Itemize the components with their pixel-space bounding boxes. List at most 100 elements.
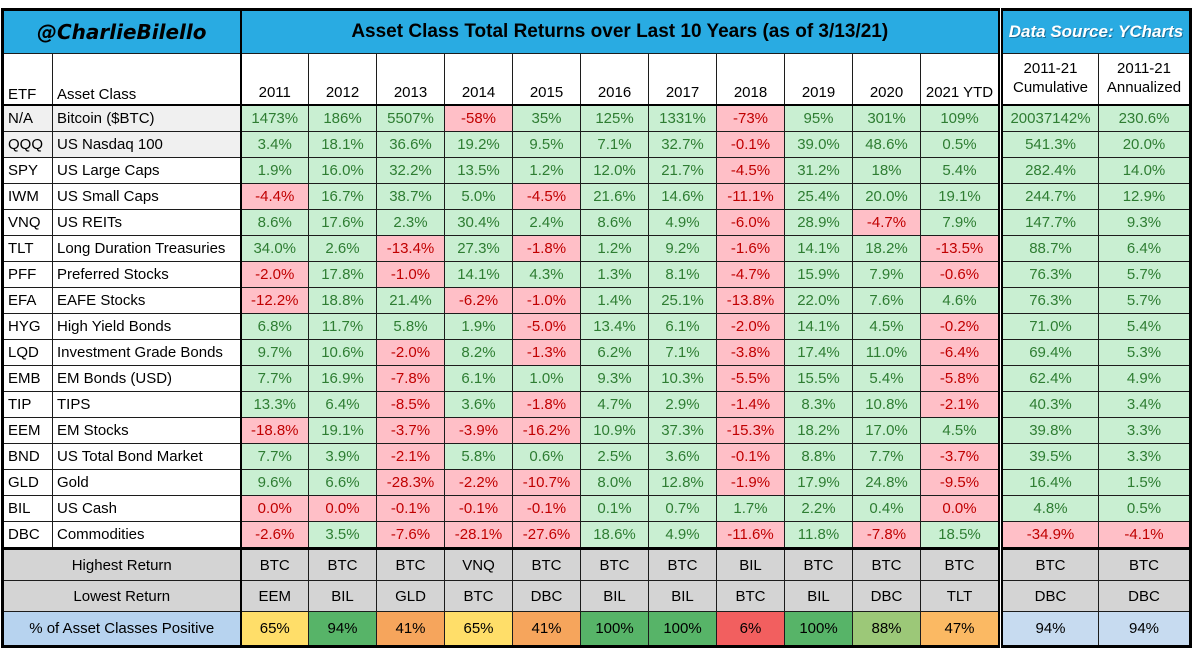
return-cell: -7.8% (376, 365, 445, 392)
annualized-return-cell: 1.5% (1098, 469, 1191, 496)
annualized-return-cell: 5.3% (1098, 339, 1191, 366)
table-row: IWM US Small Caps -4.4% 16.7% 38.7% 5.0% -4.5%… (2, 183, 1191, 210)
annualized-return-cell: 20.0% (1098, 131, 1191, 158)
asset-class-name: EAFE Stocks (52, 287, 241, 314)
return-cell: 14.1% (444, 261, 513, 288)
ticker-cell: BTC (308, 547, 377, 581)
ticker-cell: BIL (784, 580, 853, 612)
year-column-header: 2016 (580, 53, 649, 106)
return-cell: -18.8% (239, 417, 309, 444)
asset-class-name: US Large Caps (52, 157, 241, 184)
asset-returns-table: @CharlieBilello Asset Class Total Return… (1, 8, 1192, 648)
year-column-header: 2014 (444, 53, 513, 106)
author-handle: @CharlieBilello (2, 9, 241, 54)
return-cell: 1.3% (580, 261, 649, 288)
return-cell: 4.3% (512, 261, 581, 288)
ticker-cell: BTC (852, 547, 921, 581)
return-cell: -1.0% (512, 287, 581, 314)
ticker-cell: BTC (444, 580, 513, 612)
return-cell: 27.3% (444, 235, 513, 262)
annualized-return-cell: 4.9% (1098, 365, 1191, 392)
annualized-return-cell: 3.3% (1098, 443, 1191, 470)
annualized-return-cell: -4.1% (1098, 521, 1191, 549)
return-cell: -2.1% (920, 391, 1001, 418)
pct-positive-cell: 6% (716, 611, 785, 647)
year-column-header: 2021 YTD (920, 53, 1001, 106)
etf-ticker: BIL (2, 495, 53, 522)
return-cell: 48.6% (852, 131, 921, 158)
return-cell: 12.8% (648, 469, 717, 496)
return-cell: 36.6% (376, 131, 445, 158)
return-cell: 5.0% (444, 183, 513, 210)
return-cell: -3.7% (920, 443, 1001, 470)
return-cell: 95% (784, 104, 853, 132)
return-cell: -6.0% (716, 209, 785, 236)
ticker-cell: BTC (580, 547, 649, 581)
return-cell: 8.3% (784, 391, 853, 418)
asset-class-name: Bitcoin ($BTC) (52, 104, 241, 132)
year-column-header: 2019 (784, 53, 853, 106)
table-row: EEM EM Stocks -18.8% 19.1% -3.7% -3.9% -16.2% 1… (2, 417, 1191, 444)
ticker-cell: BTC (716, 580, 785, 612)
cumulative-return-cell: 541.3% (998, 131, 1099, 158)
return-cell: 11.7% (308, 313, 377, 340)
table-row: EMB EM Bonds (USD) 7.7% 16.9% -7.8% 6.1% 1.0% 9… (2, 365, 1191, 392)
return-cell: 14.6% (648, 183, 717, 210)
return-cell: 14.1% (784, 235, 853, 262)
return-cell: -1.6% (716, 235, 785, 262)
return-cell: -11.6% (716, 521, 785, 549)
cumulative-column-header: 2011-21 Cumulative (998, 53, 1099, 106)
return-cell: 8.2% (444, 339, 513, 366)
cumulative-return-cell: 71.0% (998, 313, 1099, 340)
return-cell: 39.0% (784, 131, 853, 158)
asset-class-name: Preferred Stocks (52, 261, 241, 288)
return-cell: -2.1% (376, 443, 445, 470)
return-cell: 0.5% (920, 131, 1001, 158)
return-cell: 9.5% (512, 131, 581, 158)
return-cell: -8.5% (376, 391, 445, 418)
return-cell: 14.1% (784, 313, 853, 340)
ticker-cell: BTC (376, 547, 445, 581)
pct-positive-cumulative-cell: 94% (998, 611, 1099, 647)
pct-positive-cell: 47% (920, 611, 1001, 647)
return-cell: 28.9% (784, 209, 853, 236)
annualized-return-cell: 5.7% (1098, 287, 1191, 314)
annualized-return-cell: 12.9% (1098, 183, 1191, 210)
asset-class-name: US Total Bond Market (52, 443, 241, 470)
table-row: BND US Total Bond Market 7.7% 3.9% -2.1% 5.8%… (2, 443, 1191, 470)
return-cell: 18.2% (852, 235, 921, 262)
return-cell: 4.7% (580, 391, 649, 418)
return-cell: -12.2% (239, 287, 309, 314)
return-cell: 2.2% (784, 495, 853, 522)
return-cell: 0.1% (580, 495, 649, 522)
return-cell: 1331% (648, 104, 717, 132)
return-cell: 24.8% (852, 469, 921, 496)
return-cell: 16.7% (308, 183, 377, 210)
return-cell: 17.9% (784, 469, 853, 496)
return-cell: -4.5% (716, 157, 785, 184)
return-cell: 10.3% (648, 365, 717, 392)
ticker-cell: BTC (998, 547, 1099, 581)
return-cell: 3.6% (648, 443, 717, 470)
cumulative-return-cell: 244.7% (998, 183, 1099, 210)
return-cell: 3.6% (444, 391, 513, 418)
return-cell: 1.2% (580, 235, 649, 262)
return-cell: -3.8% (716, 339, 785, 366)
return-cell: -13.5% (920, 235, 1001, 262)
data-source-label: Data Source: YCharts (998, 9, 1191, 54)
return-cell: -0.1% (444, 495, 513, 522)
return-cell: 10.8% (852, 391, 921, 418)
ticker-cell: BTC (512, 547, 581, 581)
return-cell: -6.2% (444, 287, 513, 314)
return-cell: 6.6% (308, 469, 377, 496)
cumulative-return-cell: -34.9% (998, 521, 1099, 549)
etf-ticker: HYG (2, 313, 53, 340)
return-cell: 21.7% (648, 157, 717, 184)
summary-body: Highest Return BTC BTC BTC VNQ BTC BTC BTC BIL BT… (2, 547, 1191, 647)
asset-class-name: Commodities (52, 521, 241, 549)
return-cell: 13.3% (239, 391, 309, 418)
return-cell: -16.2% (512, 417, 581, 444)
return-cell: -0.1% (716, 443, 785, 470)
cumulative-return-cell: 69.4% (998, 339, 1099, 366)
table-row: SPY US Large Caps 1.9% 16.0% 32.2% 13.5% 1.2% 1… (2, 157, 1191, 184)
